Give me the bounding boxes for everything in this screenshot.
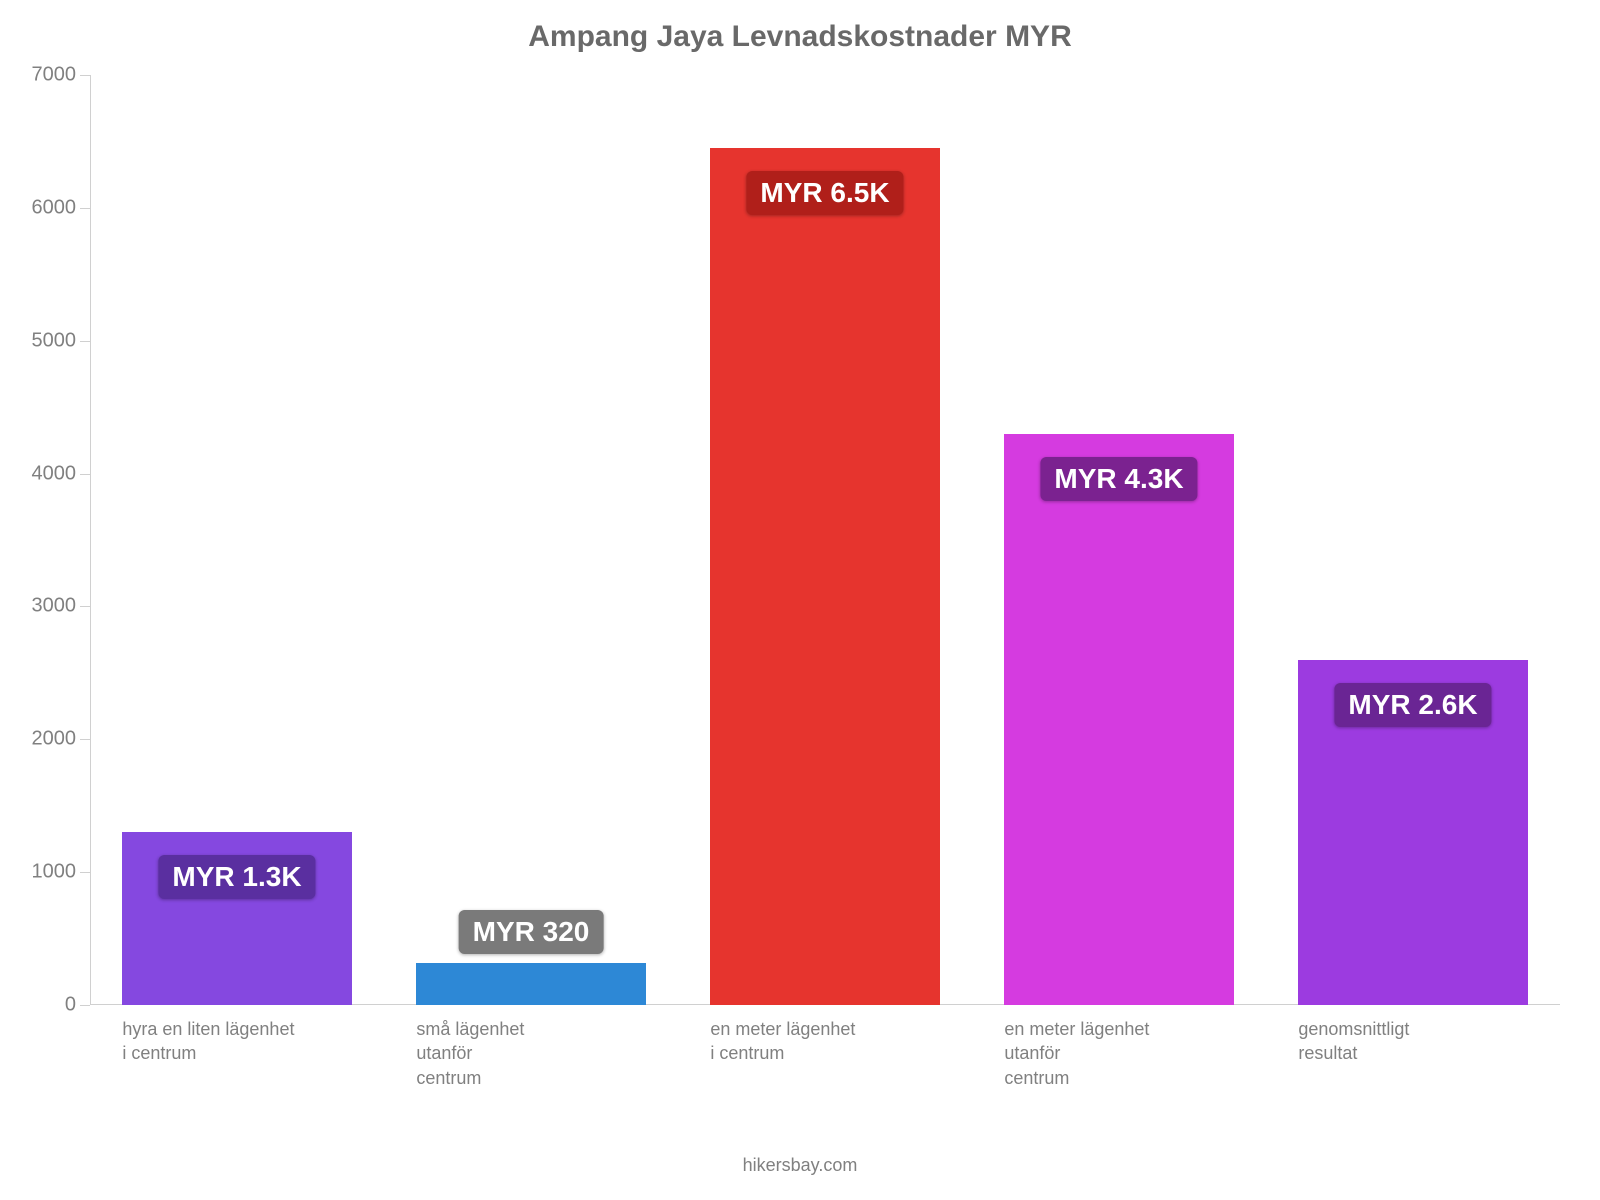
x-tick-label: en meter lägenhetutanförcentrum <box>1004 1017 1222 1090</box>
y-tick-label: 7000 <box>32 64 77 87</box>
y-tick <box>80 739 90 740</box>
y-axis <box>90 75 91 1005</box>
plot-area: 01000200030004000500060007000MYR 1.3Khyr… <box>90 75 1560 1005</box>
y-tick <box>80 474 90 475</box>
bar <box>710 148 939 1005</box>
y-tick <box>80 208 90 209</box>
x-tick-label: små lägenhetutanförcentrum <box>416 1017 634 1090</box>
chart-title: Ampang Jaya Levnadskostnader MYR <box>0 20 1600 54</box>
y-tick <box>80 1005 90 1006</box>
y-tick-label: 4000 <box>32 462 77 485</box>
bar <box>416 963 645 1006</box>
y-tick-label: 5000 <box>32 329 77 352</box>
y-tick <box>80 606 90 607</box>
bar-value-label: MYR 1.3K <box>158 855 315 899</box>
bar-value-label: MYR 2.6K <box>1334 683 1491 727</box>
footer-credit: hikersbay.com <box>0 1155 1600 1176</box>
y-tick-label: 1000 <box>32 861 77 884</box>
x-tick-label: hyra en liten lägenheti centrum <box>122 1017 340 1066</box>
y-tick-label: 6000 <box>32 196 77 219</box>
y-tick <box>80 341 90 342</box>
y-tick <box>80 75 90 76</box>
x-tick-label: en meter lägenheti centrum <box>710 1017 928 1066</box>
x-tick-label: genomsnittligtresultat <box>1298 1017 1516 1066</box>
y-tick-label: 0 <box>65 994 76 1017</box>
bar-value-label: MYR 320 <box>459 910 604 954</box>
y-tick <box>80 872 90 873</box>
bar-chart: Ampang Jaya Levnadskostnader MYR 0100020… <box>0 0 1600 1200</box>
bar-value-label: MYR 6.5K <box>746 171 903 215</box>
y-tick-label: 2000 <box>32 728 77 751</box>
bar-value-label: MYR 4.3K <box>1040 457 1197 501</box>
bar <box>1004 434 1233 1005</box>
y-tick-label: 3000 <box>32 595 77 618</box>
